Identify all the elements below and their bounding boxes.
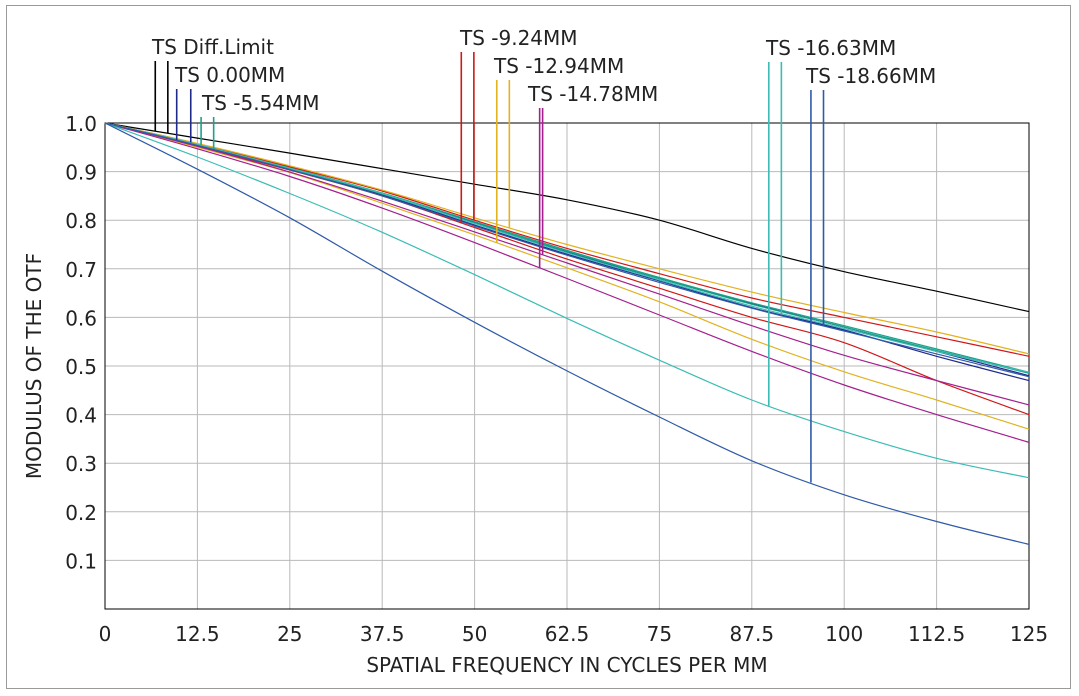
y-tick-labels: 0.1 0.2 0.3 0.4 0.5 0.6 0.7 0.8 0.9 1.0 [65,112,97,573]
x-tick-labels: 0 12.5 25 37.5 50 62.5 75 87.5 100 112.5 125 [99,622,1048,646]
curve-sagittal-ts-12-94mm [104,122,1030,355]
y-tick-label: 0.1 [65,549,97,573]
y-axis-label: MODULUS OF THE OTF [22,253,46,479]
y-tick-label: 0.7 [65,258,97,282]
x-tick-label: 112.5 [908,622,965,646]
curve-sagittal-ts-18-66mm [104,122,1030,378]
x-tick-label: 37.5 [360,622,405,646]
marker-label-ts-0-00mm: TS 0.00MM [174,63,285,87]
y-tick-label: 1.0 [65,112,97,136]
marker-label-ts-9-24mm: TS -9.24MM [459,26,578,50]
marker-label-ts-diff-limit: TS Diff.Limit [151,35,274,59]
x-tick-label: 125 [1010,622,1048,646]
mtf-curves [104,122,1030,545]
x-tick-label: 12.5 [175,622,220,646]
marker-label-ts-16-63mm: TS -16.63MM [765,36,896,60]
y-tick-label: 0.2 [65,501,97,525]
curve-tangential-ts-16-63mm [104,122,1030,479]
x-tick-label: 75 [647,622,672,646]
x-tick-label: 50 [462,622,487,646]
y-tick-label: 0.9 [65,161,97,185]
curve-sagittal-ts-16-63mm [104,122,1030,373]
x-tick-label: 87.5 [730,622,775,646]
marker-label-ts-18-66mm: TS -18.66MM [805,64,936,88]
chart-frame [6,5,1071,689]
y-tick-label: 0.6 [65,306,97,330]
marker-label-ts-5-54mm: TS -5.54MM [201,91,320,115]
x-tick-label: 62.5 [545,622,590,646]
y-tick-label: 0.4 [65,404,97,428]
curve-tangential-ts-14-78mm [104,122,1030,443]
curve-tangential-ts-diff-limit [104,122,1030,313]
marker-label-ts-14-78mm: TS -14.78MM [527,82,658,106]
curve-tangential-ts-18-66mm [104,122,1030,545]
curve-sagittal-ts-9-24mm [104,122,1030,357]
series-markers: TS Diff.Limit TS 0.00MM TS -5.54MM TS -9.24… [151,26,936,483]
y-tick-label: 0.3 [65,452,97,476]
y-tick-label: 0.5 [65,355,97,379]
x-tick-label: 100 [825,622,863,646]
curve-sagittal-ts-14-78mm [104,122,1030,406]
x-tick-label: 25 [277,622,302,646]
x-tick-label: 0 [99,622,112,646]
plot-area [104,122,1030,610]
y-tick-label: 0.8 [65,209,97,233]
x-axis-label: SPATIAL FREQUENCY IN CYCLES PER MM [366,653,767,677]
marker-label-ts-12-94mm: TS -12.94MM [493,54,624,78]
grid [105,123,1029,609]
